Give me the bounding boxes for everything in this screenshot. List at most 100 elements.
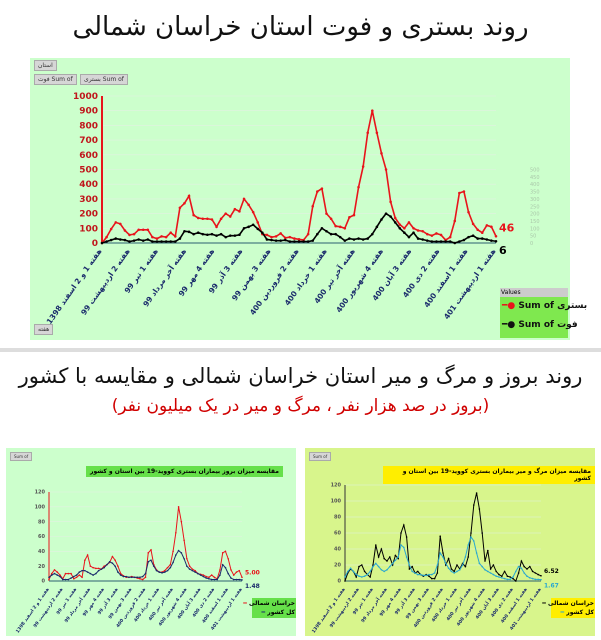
data-point [478,508,481,510]
data-point [123,238,127,242]
sum-hosp-field-button[interactable]: Sum of بستری [80,74,128,85]
y2-tick-label: 500 [530,168,540,174]
data-point [86,571,89,573]
y-tick-label: 0 [42,579,46,585]
data-point [279,239,282,242]
data-point [169,231,173,234]
chart-title: مقایسه میزان بروز بیماران بستری کووید-19… [86,466,283,477]
data-point [108,560,111,563]
data-point [293,240,296,243]
data-point [270,235,273,239]
data-point [487,549,489,552]
y-tick-label: 80 [38,519,45,525]
data-point [213,576,216,579]
data-point [151,240,154,243]
data-point [192,232,195,236]
data-point [152,565,155,567]
field-button[interactable]: Sum of [10,452,33,461]
data-point [132,239,136,242]
y2-tick-label: 150 [530,219,540,225]
data-point [95,572,97,575]
data-point [288,240,292,243]
data-point [520,567,523,569]
data-point [430,240,434,243]
data-point [256,227,260,231]
data-point [380,152,383,155]
data-point [501,577,503,579]
data-point [383,557,385,560]
y-tick-label: 1000 [73,92,98,102]
data-point [355,576,357,578]
data-point [394,554,397,557]
data-point [242,197,246,201]
data-point [386,560,388,562]
data-point [366,131,370,135]
data-point [81,569,83,572]
data-point [453,570,455,573]
data-point [196,216,200,220]
data-point [501,575,503,577]
legend-item-province: خراسان شمالی ━ [243,600,295,607]
data-point [191,568,194,570]
end-value-label: 6 [499,244,507,257]
data-point [453,241,457,245]
data-point [435,240,438,243]
data-point [531,570,534,573]
legend-title: Values [500,288,568,297]
sum-death-field-button[interactable]: Sum of فوت [34,74,77,85]
data-point [503,577,506,580]
data-point [470,532,472,534]
data-point [186,565,188,567]
data-point [439,240,443,243]
data-point [155,240,159,243]
data-point [348,215,351,219]
data-point [247,203,250,207]
data-point [325,212,328,215]
y2-tick-label: 100 [530,226,540,232]
data-point [251,223,255,227]
data-point [261,231,264,234]
data-point [439,233,443,237]
data-point [386,569,388,571]
data-point [119,574,122,576]
province-filter-button[interactable]: استان [34,60,57,71]
data-point [224,550,227,553]
data-point [371,232,374,236]
data-point [274,235,278,238]
data-point [334,232,337,236]
data-point [122,575,125,578]
field-button[interactable]: Sum of [309,452,332,461]
y-tick-label: 200 [79,210,98,220]
data-point [506,575,509,577]
data-point [428,575,430,577]
data-point [78,571,81,573]
data-point [141,239,145,242]
data-point [265,233,269,237]
data-point [125,575,127,578]
data-point [293,237,296,240]
data-point [471,222,475,226]
data-point [425,232,429,236]
data-point [114,221,118,224]
data-point [355,573,357,576]
legend-item-country: کل کشور ━ [261,609,295,616]
week-filter-button[interactable]: هفته [34,324,54,335]
data-point [442,552,444,554]
data-point [158,571,161,573]
end-value-label: 46 [499,221,515,234]
data-point [106,563,108,566]
data-point [221,563,224,566]
data-point [380,218,383,221]
data-point [377,556,380,558]
data-point [141,228,145,232]
data-point [371,109,374,112]
data-point [509,576,511,578]
data-point [375,562,377,565]
data-point [492,564,495,566]
data-point [384,168,388,171]
data-point [412,227,415,230]
series-line [344,492,542,582]
data-point [197,572,199,575]
data-point [227,572,230,575]
data-point [123,229,127,232]
